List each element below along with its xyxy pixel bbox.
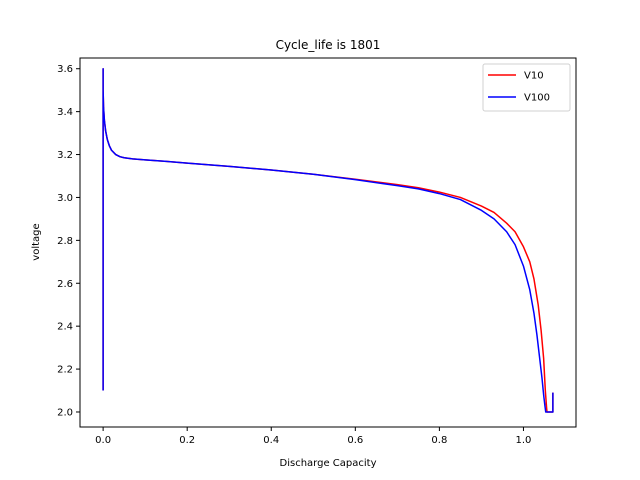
y-tick-label: 2.0 xyxy=(57,407,73,418)
legend: V10 V100 xyxy=(482,63,571,112)
y-tick-label: 3.4 xyxy=(57,107,73,118)
y-tick-label: 3.0 xyxy=(57,193,73,204)
x-tick-label: 0.4 xyxy=(263,435,279,446)
y-tick-label: 2.2 xyxy=(57,365,73,376)
y-tick-label: 3.6 xyxy=(57,64,73,75)
y-tick-label: 2.8 xyxy=(57,236,73,247)
x-tick-label: 1.0 xyxy=(516,435,532,446)
y-tick-label: 2.4 xyxy=(57,322,73,333)
x-tick-label: 0.8 xyxy=(431,435,447,446)
x-tick-label: 0.6 xyxy=(347,435,363,446)
chart-title: Cycle_life is 1801 xyxy=(276,38,381,52)
plot-frame xyxy=(79,57,577,428)
legend-label-v10: V10 xyxy=(524,71,544,82)
x-axis-label: Discharge Capacity xyxy=(280,458,377,469)
x-axis-ticks: 0.0 0.2 0.4 0.6 0.8 1.0 xyxy=(95,427,531,446)
y-tick-label: 3.2 xyxy=(57,150,73,161)
y-axis-ticks: 2.0 2.2 2.4 2.6 2.8 3.0 3.2 3.4 3.6 xyxy=(57,64,80,418)
x-tick-label: 0.0 xyxy=(95,435,111,446)
series-layer xyxy=(102,67,554,413)
y-axis-label: voltage xyxy=(31,223,42,260)
series-line-v100 xyxy=(102,67,554,413)
x-tick-label: 0.2 xyxy=(179,435,195,446)
legend-label-v100: V100 xyxy=(524,93,550,104)
y-tick-label: 2.6 xyxy=(57,279,73,290)
